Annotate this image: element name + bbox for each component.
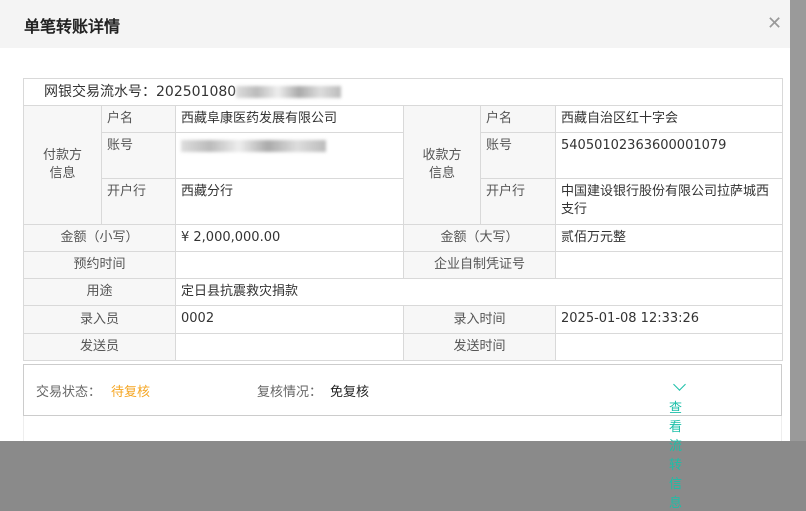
status-value: 待复核 (111, 385, 151, 400)
send-time-label: 发送时间 (403, 333, 556, 361)
payer-name: 西藏阜康医药发展有限公司 (175, 105, 404, 133)
close-icon[interactable]: ✕ (767, 13, 783, 34)
payee-name: 西藏自治区红十字会 (554, 105, 784, 133)
amount-big-label: 金额（大写） (403, 224, 556, 252)
voucher-number (554, 251, 784, 279)
payer-bank-label: 开户行 (101, 178, 176, 225)
review-value: 免复核 (330, 385, 370, 400)
amount-small-label: 金额（小写） (23, 224, 176, 252)
status-label: 交易状态： (36, 385, 102, 400)
flow-panel (23, 416, 782, 441)
purpose-label: 用途 (23, 278, 176, 306)
payer-name-label: 户名 (101, 105, 176, 133)
payee-bank: 中国建设银行股份有限公司拉萨城西支行 (554, 178, 784, 225)
entry-time: 2025-01-08 12:33:26 (554, 305, 784, 334)
entry-user: 0002 (175, 305, 404, 334)
entry-label: 录入员 (23, 305, 176, 334)
payee-name-label: 户名 (480, 105, 556, 133)
serial-value: 202501080 (156, 84, 237, 100)
send-time (554, 333, 784, 361)
detail-table: 网银交易流水号：202501080 付款方信息 户名 西藏阜康医药发展有限公司 … (22, 78, 784, 361)
payee-group-label: 收款方信息 (403, 105, 481, 225)
voucher-label: 企业自制凭证号 (403, 251, 556, 279)
payer-account-redacted (181, 139, 326, 152)
scheduled-label: 预约时间 (23, 251, 176, 279)
sender-label: 发送员 (23, 333, 176, 361)
dialog-title: 单笔转账详情 (24, 17, 121, 36)
entry-time-label: 录入时间 (403, 305, 556, 334)
view-flow-link[interactable]: 查看流转信息 (669, 378, 686, 511)
payee-account: 54050102363600001079 (554, 132, 784, 179)
payer-group-label: 付款方信息 (23, 105, 102, 225)
payer-bank: 西藏分行 (175, 178, 404, 225)
serial-redacted (236, 86, 342, 98)
payer-account-label: 账号 (101, 132, 176, 179)
scheduled-time (175, 251, 404, 279)
amount-small: ¥ 2,000,000.00 (175, 224, 404, 252)
chevron-down-icon (673, 378, 686, 391)
payee-bank-label: 开户行 (480, 178, 556, 225)
serial-number: 网银交易流水号：202501080 (22, 78, 784, 106)
payer-account (175, 132, 404, 179)
dialog-header: 单笔转账详情 ✕ (0, 0, 790, 48)
review-label: 复核情况： (257, 385, 323, 400)
payee-account-label: 账号 (480, 132, 556, 179)
amount-big: 贰佰万元整 (554, 224, 784, 252)
page-backdrop (790, 0, 806, 441)
view-flow-label: 查看流转信息 (669, 401, 683, 511)
purpose: 定日县抗震救灾捐款 (174, 278, 784, 306)
serial-label: 网银交易流水号： (44, 84, 156, 100)
status-bar: 交易状态： 待复核 复核情况： 免复核 查看流转信息 (23, 364, 782, 511)
sender (175, 333, 404, 361)
